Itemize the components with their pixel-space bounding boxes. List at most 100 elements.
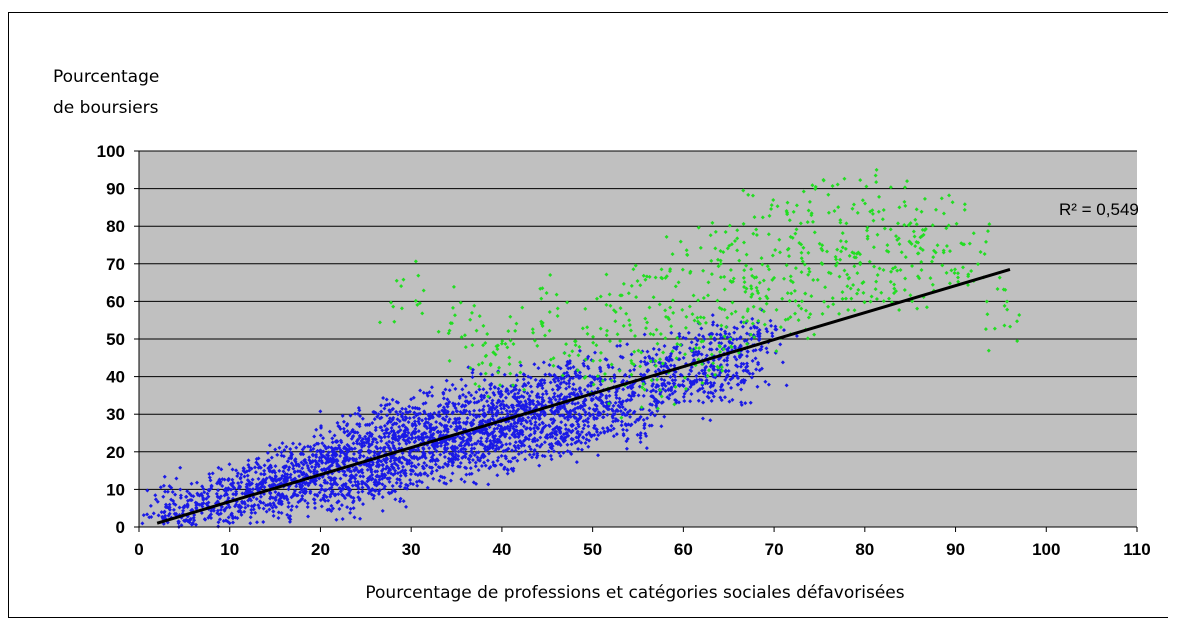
point: [230, 477, 235, 482]
point: [832, 208, 837, 213]
point: [405, 427, 410, 432]
point: [598, 350, 603, 355]
point: [624, 428, 629, 433]
point: [309, 464, 314, 469]
point: [668, 363, 673, 368]
point: [523, 457, 528, 462]
point: [532, 338, 537, 343]
point: [656, 367, 661, 372]
point: [865, 236, 870, 241]
point: [661, 350, 666, 355]
point: [647, 305, 652, 310]
point: [446, 459, 451, 464]
point: [600, 426, 605, 431]
point: [463, 441, 468, 446]
point: [728, 377, 733, 382]
point: [605, 429, 610, 434]
point: [708, 364, 713, 369]
point: [492, 440, 497, 445]
point: [707, 347, 712, 352]
point: [512, 421, 517, 426]
point: [499, 406, 504, 411]
point: [754, 233, 759, 238]
point: [620, 399, 625, 404]
point: [356, 469, 361, 474]
point: [873, 287, 878, 292]
point: [238, 476, 243, 481]
point: [209, 483, 214, 488]
point: [399, 481, 404, 486]
point: [686, 330, 691, 335]
point: [316, 441, 321, 446]
point: [902, 185, 907, 190]
point: [668, 356, 673, 361]
point: [745, 364, 750, 369]
point: [624, 439, 629, 444]
point: [838, 220, 843, 225]
point: [480, 442, 485, 447]
point: [504, 387, 509, 392]
point: [655, 377, 660, 382]
point: [700, 380, 705, 385]
point: [696, 225, 701, 230]
point: [377, 458, 382, 463]
point: [865, 225, 870, 230]
point: [658, 388, 663, 393]
point: [446, 331, 451, 336]
point: [498, 383, 503, 388]
point: [185, 502, 190, 507]
point: [710, 220, 715, 225]
point: [535, 443, 540, 448]
point: [358, 516, 363, 521]
point: [488, 405, 493, 410]
point: [395, 477, 400, 482]
point: [689, 365, 694, 370]
scatter-chart: Pourcentage de boursiers 010203040506070…: [53, 67, 1151, 603]
point: [747, 371, 752, 376]
point: [405, 438, 410, 443]
point: [947, 193, 952, 198]
point: [752, 335, 757, 340]
point: [491, 390, 496, 395]
point: [348, 413, 353, 418]
point: [458, 460, 463, 465]
point: [178, 465, 183, 470]
point: [351, 452, 356, 457]
point: [305, 505, 310, 510]
point: [651, 332, 656, 337]
point: [298, 498, 303, 503]
point: [313, 505, 318, 510]
x-tick-label-60: 60: [674, 540, 693, 559]
point: [394, 399, 399, 404]
point: [390, 407, 395, 412]
point: [753, 356, 758, 361]
point: [746, 192, 751, 197]
point: [468, 317, 473, 322]
point: [600, 378, 605, 383]
point: [383, 466, 388, 471]
point: [216, 520, 221, 525]
point: [700, 362, 705, 367]
point: [721, 347, 726, 352]
point: [207, 471, 212, 476]
point: [850, 206, 855, 211]
point: [672, 402, 677, 407]
point: [815, 277, 820, 282]
point: [666, 380, 671, 385]
point: [472, 446, 477, 451]
point: [400, 411, 405, 416]
point: [550, 421, 555, 426]
point: [697, 346, 702, 351]
point: [695, 315, 700, 320]
point: [675, 341, 680, 346]
point: [643, 277, 648, 282]
point: [717, 340, 722, 345]
point: [215, 508, 220, 513]
point: [694, 342, 699, 347]
point: [325, 507, 330, 512]
point: [612, 373, 617, 378]
point: [369, 434, 374, 439]
point: [358, 414, 363, 419]
point: [666, 396, 671, 401]
